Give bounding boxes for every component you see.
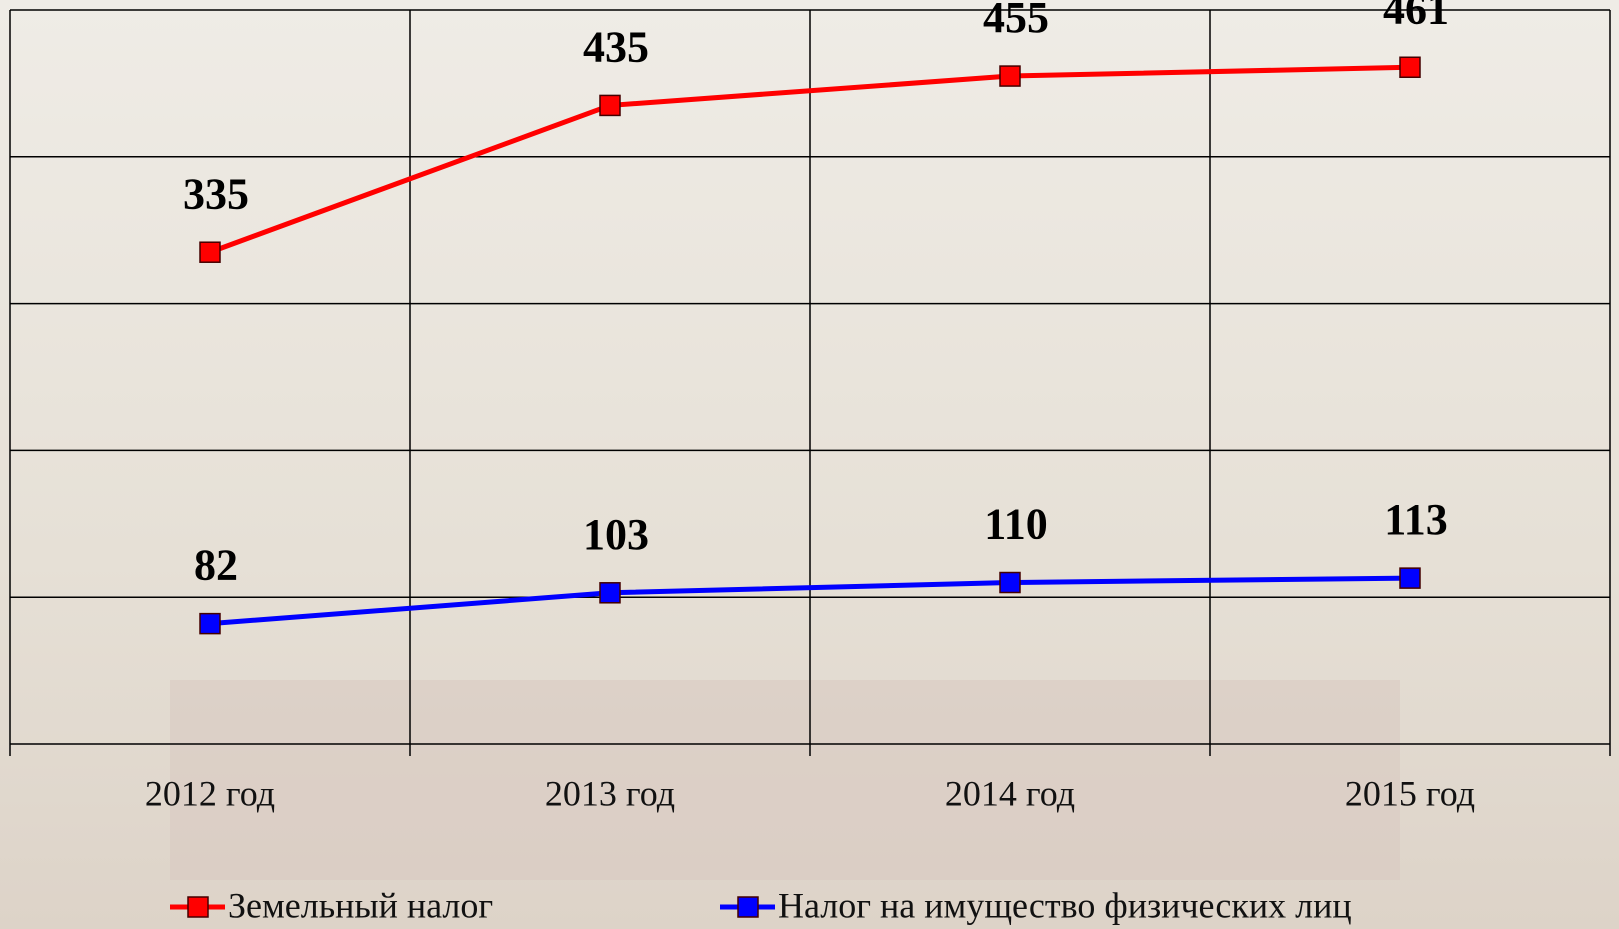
data-label: 82: [194, 541, 238, 590]
marker: [1400, 57, 1420, 77]
data-label: 435: [583, 23, 649, 72]
legend-item: Налог на имущество физических лиц: [720, 885, 1352, 925]
marker: [1400, 568, 1420, 588]
x-tick-label: 2012 год: [145, 773, 275, 813]
marker: [738, 897, 758, 917]
marker: [600, 95, 620, 115]
data-label: 110: [984, 500, 1048, 549]
legend-label: Земельный налог: [228, 885, 493, 925]
marker: [1000, 573, 1020, 593]
x-tick-label: 2015 год: [1345, 773, 1475, 813]
marker: [600, 583, 620, 603]
x-tick-label: 2014 год: [945, 773, 1075, 813]
marker: [200, 242, 220, 262]
marker: [200, 614, 220, 634]
data-label: 335: [183, 169, 249, 218]
marker: [188, 897, 208, 917]
background-building: [170, 680, 1400, 880]
data-label: 461: [1383, 0, 1449, 33]
data-label: 113: [1384, 495, 1448, 544]
x-tick-label: 2013 год: [545, 773, 675, 813]
legend-label: Налог на имущество физических лиц: [778, 885, 1352, 925]
data-label: 455: [983, 0, 1049, 42]
data-label: 103: [583, 510, 649, 559]
marker: [1000, 66, 1020, 86]
chart: 2012 год 2013 год 2014 год 2015 год 335 435 45…: [0, 0, 1619, 929]
